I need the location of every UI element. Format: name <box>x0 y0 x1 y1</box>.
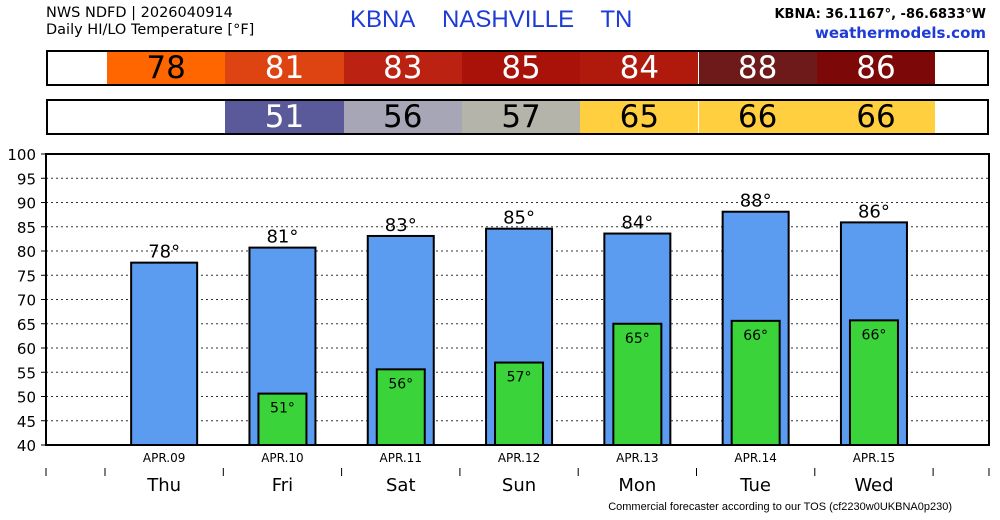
low-temp-label: 57° <box>507 370 532 386</box>
low-temp-cell-0 <box>107 101 226 133</box>
high-temp-label: 86° <box>858 201 890 222</box>
footer-note: Commercial forecaster according to our T… <box>608 501 952 513</box>
x-day-label: Fri <box>272 475 293 496</box>
y-tick-label: 90 <box>17 195 36 213</box>
high-temp-label: 85° <box>503 208 535 229</box>
high-temp-cell-0: 78 <box>107 52 226 84</box>
product-line: NWS NDFD | 2026040914 <box>46 5 233 21</box>
high-temp-cell-2: 83 <box>343 52 462 84</box>
x-day-label: Thu <box>146 475 181 496</box>
low-temp-label: 65° <box>625 331 650 347</box>
x-day-label: Sun <box>502 475 536 496</box>
y-tick-label: 40 <box>17 437 36 455</box>
low-temp-label: 56° <box>388 376 413 392</box>
x-date-label: APR.13 <box>616 451 658 465</box>
website-link[interactable]: weathermodels.com <box>814 24 986 42</box>
low-temp-strip: 51 56 57 65 66 66 <box>46 99 989 135</box>
low-temp-bar <box>494 361 545 446</box>
low-temp-cell-3: 57 <box>461 101 581 133</box>
header-left: NWS NDFD | 2026040914 Daily HI/LO Temper… <box>46 5 254 39</box>
x-date-label: APR.11 <box>380 451 422 465</box>
x-date-label: APR.14 <box>734 451 776 465</box>
plot-frame <box>45 153 990 446</box>
low-temp-cell-4: 65 <box>580 101 699 133</box>
station-name: NASHVILLE <box>442 6 575 33</box>
high-temp-label: 78° <box>148 242 180 263</box>
low-temp-bar <box>730 319 781 446</box>
y-tick-label: 85 <box>17 219 36 237</box>
low-temp-cell-6: 66 <box>816 101 936 133</box>
x-date-label: APR.15 <box>853 451 895 465</box>
y-tick-label: 50 <box>17 389 36 407</box>
chart-subtitle: Daily HI/LO Temperature [°F] <box>46 22 255 38</box>
low-temp-label: 66° <box>743 328 768 344</box>
high-temp-bar <box>130 261 199 447</box>
high-temp-label: 84° <box>621 213 653 234</box>
high-temp-label: 88° <box>740 191 772 212</box>
x-date-label: APR.12 <box>498 451 540 465</box>
high-temp-cell-5: 88 <box>698 52 817 84</box>
y-tick-label: 95 <box>17 170 36 188</box>
high-temp-label: 81° <box>266 227 298 248</box>
x-date-label: APR.09 <box>143 451 185 465</box>
y-tick-label: 55 <box>17 364 36 382</box>
low-temp-bar <box>257 392 308 446</box>
high-temp-cell-6: 86 <box>816 52 936 84</box>
station-coords: KBNA: 36.1167°, -86.6833°W <box>774 7 986 22</box>
y-tick-label: 75 <box>17 267 36 285</box>
station-id: KBNA <box>350 6 416 33</box>
header-right: KBNA: 36.1167°, -86.6833°W weathermodels… <box>774 6 986 42</box>
low-temp-bar <box>848 319 899 447</box>
y-tick-label: 70 <box>17 292 36 310</box>
y-tick-label: 80 <box>17 243 36 261</box>
y-tick-label: 60 <box>17 340 36 358</box>
y-tick-label: 45 <box>17 413 36 431</box>
x-date-label: APR.10 <box>261 451 303 465</box>
low-temp-cell-2: 56 <box>343 101 462 133</box>
low-temp-label: 51° <box>270 401 295 417</box>
station-state: TN <box>600 6 633 33</box>
high-temp-label: 83° <box>385 215 417 236</box>
station-title: KBNA NASHVILLE TN <box>350 6 750 34</box>
x-day-label: Tue <box>739 475 771 496</box>
low-temp-cell-1: 51 <box>225 101 344 133</box>
x-day-label: Wed <box>854 475 893 496</box>
high-temp-cell-1: 81 <box>225 52 344 84</box>
low-temp-bar <box>375 368 426 446</box>
high-temp-cell-3: 85 <box>461 52 581 84</box>
x-day-label: Mon <box>618 475 656 496</box>
x-day-label: Sat <box>386 475 416 496</box>
y-tick-label: 100 <box>7 146 36 164</box>
high-temp-cell-4: 84 <box>580 52 699 84</box>
y-tick-label: 65 <box>17 316 36 334</box>
low-temp-label: 66° <box>862 327 887 343</box>
high-temp-strip: 78 81 83 85 84 88 86 <box>46 50 989 86</box>
low-temp-cell-5: 66 <box>698 101 817 133</box>
